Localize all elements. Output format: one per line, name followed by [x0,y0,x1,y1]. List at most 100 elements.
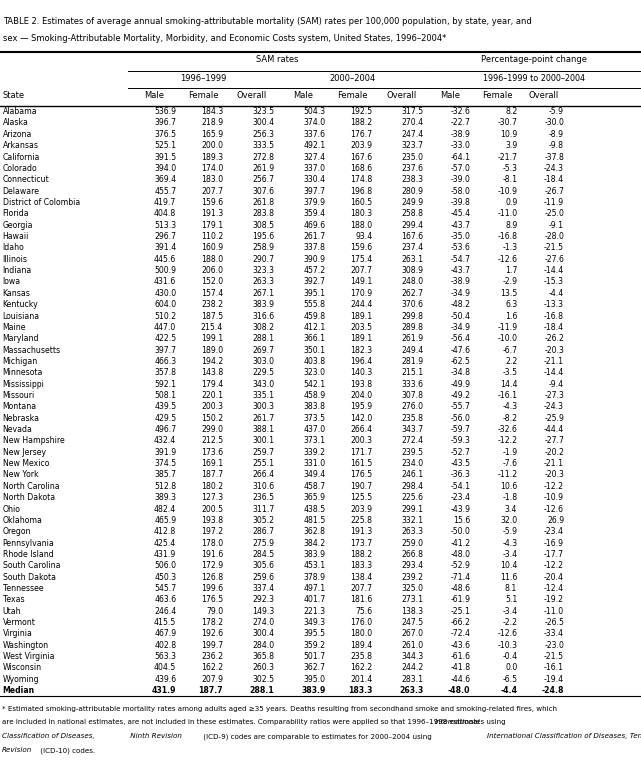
Text: Revision: Revision [2,747,32,753]
Text: 191.3: 191.3 [350,528,372,536]
Text: -38.9: -38.9 [451,130,470,139]
Text: Montana: Montana [3,402,37,411]
Text: 378.9: 378.9 [304,573,326,581]
Text: 465.9: 465.9 [154,516,176,525]
Text: Vermont: Vermont [3,618,35,627]
Text: Florida: Florida [3,209,29,218]
Text: 283.1: 283.1 [401,675,424,684]
Text: -66.2: -66.2 [451,618,470,627]
Text: -1.3: -1.3 [502,244,517,252]
Text: 256.7: 256.7 [253,175,274,185]
Text: 203.9: 203.9 [351,141,372,150]
Text: 404.8: 404.8 [154,209,176,218]
Text: TABLE 2. Estimates of average annual smoking-attributable mortality (SAM) rates : TABLE 2. Estimates of average annual smo… [3,17,532,25]
Text: 10.9: 10.9 [500,130,517,139]
Text: 235.8: 235.8 [351,652,372,661]
Text: 350.1: 350.1 [303,345,326,355]
Text: 215.1: 215.1 [401,368,424,378]
Text: -39.8: -39.8 [451,198,470,207]
Text: 192.6: 192.6 [201,630,223,638]
Text: 193.8: 193.8 [350,380,372,388]
Text: -71.4: -71.4 [451,573,470,581]
Text: 388.1: 388.1 [252,425,274,434]
Text: 281.9: 281.9 [401,357,424,366]
Text: -26.7: -26.7 [544,187,564,195]
Text: 397.7: 397.7 [304,187,326,195]
Text: -27.6: -27.6 [544,255,564,264]
Text: Ohio: Ohio [3,504,21,514]
Text: -6.7: -6.7 [503,345,517,355]
Text: 384.2: 384.2 [303,538,326,548]
Text: 307.8: 307.8 [402,391,424,400]
Text: 439.6: 439.6 [154,675,176,684]
Text: 357.8: 357.8 [154,368,176,378]
Text: -59.7: -59.7 [451,425,470,434]
Text: 180.0: 180.0 [350,630,372,638]
Text: -0.4: -0.4 [502,652,517,661]
Text: -11.9: -11.9 [544,198,564,207]
Text: 542.1: 542.1 [303,380,326,388]
Text: 403.8: 403.8 [303,357,326,366]
Text: 504.3: 504.3 [303,107,326,116]
Text: 263.3: 263.3 [399,686,424,695]
Text: Michigan: Michigan [3,357,38,366]
Text: Overall: Overall [386,91,417,100]
Text: 125.5: 125.5 [350,493,372,502]
Text: -17.7: -17.7 [544,550,564,559]
Text: 238.3: 238.3 [402,175,424,185]
Text: SAM rates: SAM rates [256,55,299,64]
Text: 362.8: 362.8 [304,528,326,536]
Text: -8.2: -8.2 [503,414,517,423]
Text: 159.6: 159.6 [201,198,223,207]
Text: 187.5: 187.5 [201,311,223,321]
Text: -43.9: -43.9 [451,504,470,514]
Text: -43.5: -43.5 [451,459,470,468]
Text: 200.3: 200.3 [351,437,372,445]
Text: 178.0: 178.0 [201,538,223,548]
Text: 261.7: 261.7 [252,414,274,423]
Text: 247.5: 247.5 [401,618,424,627]
Text: -5.9: -5.9 [503,528,517,536]
Text: 195.6: 195.6 [252,232,274,241]
Text: -11.9: -11.9 [497,323,517,332]
Text: -10.9: -10.9 [544,493,564,502]
Text: Illinois: Illinois [3,255,28,264]
Text: 11.6: 11.6 [500,573,517,581]
Text: Georgia: Georgia [3,221,33,230]
Text: -45.4: -45.4 [451,209,470,218]
Text: -28.0: -28.0 [544,232,564,241]
Text: 1996–1999: 1996–1999 [179,74,226,83]
Text: Maryland: Maryland [3,335,39,343]
Text: are included in national estimates, are not included in these estimates. Compara: are included in national estimates, are … [2,720,508,725]
Text: 239.2: 239.2 [402,573,424,581]
Text: 255.1: 255.1 [252,459,274,468]
Text: 183.0: 183.0 [201,175,223,185]
Text: 180.2: 180.2 [201,482,223,491]
Text: District of Colombia: District of Colombia [3,198,80,207]
Text: 93.4: 93.4 [355,232,372,241]
Text: -56.4: -56.4 [451,335,470,343]
Text: -16.1: -16.1 [497,391,517,400]
Text: Rhode Island: Rhode Island [3,550,53,559]
Text: 261.0: 261.0 [401,641,424,650]
Text: 266.8: 266.8 [402,550,424,559]
Text: -33.4: -33.4 [544,630,564,638]
Text: -23.0: -23.0 [544,641,564,650]
Text: 373.5: 373.5 [304,414,326,423]
Text: 249.9: 249.9 [401,198,424,207]
Text: 276.0: 276.0 [402,402,424,411]
Text: 174.8: 174.8 [350,175,372,185]
Text: 259.7: 259.7 [253,448,274,457]
Text: 0.0: 0.0 [505,664,517,673]
Text: -6.5: -6.5 [503,675,517,684]
Text: 525.1: 525.1 [154,141,176,150]
Text: -19.4: -19.4 [544,675,564,684]
Text: Oregon: Oregon [3,528,31,536]
Text: -22.7: -22.7 [451,118,470,128]
Text: 299.8: 299.8 [402,311,424,321]
Text: 392.7: 392.7 [304,278,326,287]
Text: -30.0: -30.0 [544,118,564,128]
Text: 286.7: 286.7 [253,528,274,536]
Text: -37.8: -37.8 [544,152,564,161]
Text: -20.3: -20.3 [544,345,564,355]
